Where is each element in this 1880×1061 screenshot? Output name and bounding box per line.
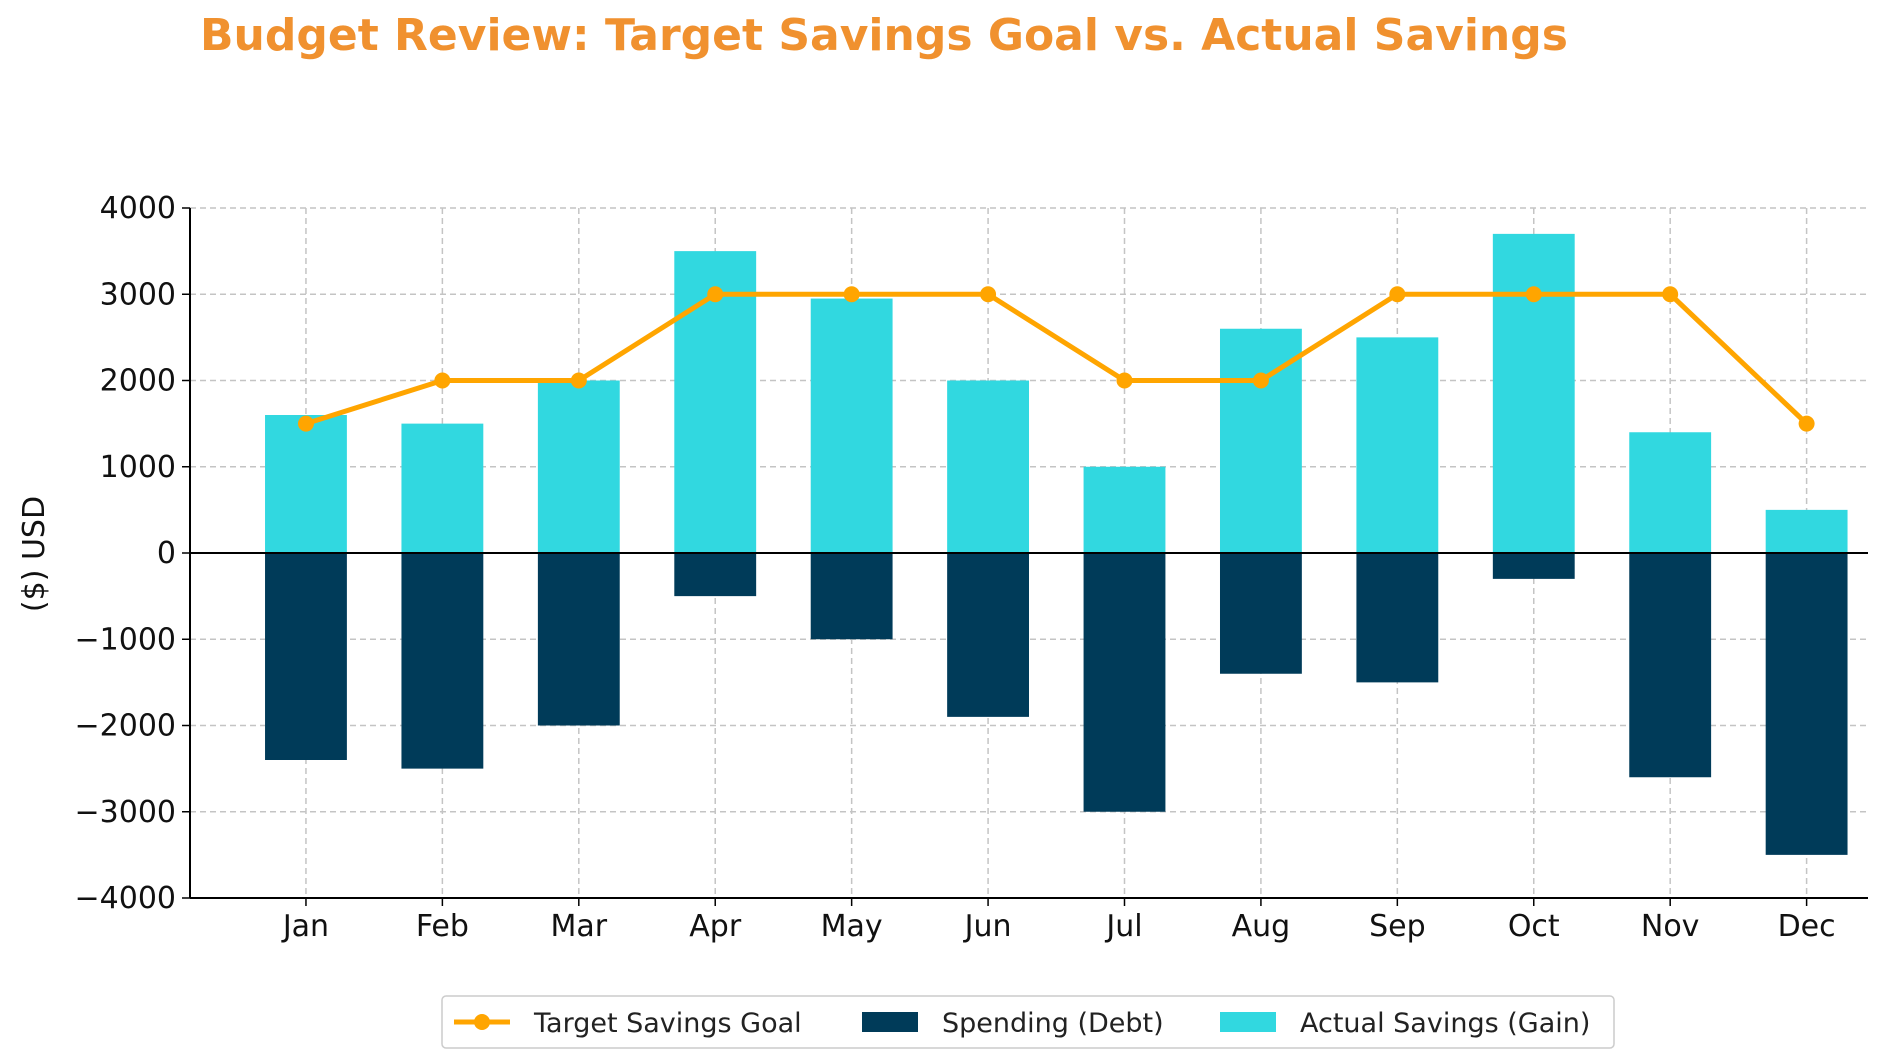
target-point bbox=[1525, 286, 1542, 303]
target-point bbox=[1389, 286, 1406, 303]
target-point bbox=[1252, 372, 1269, 389]
chart-title: Budget Review: Target Savings Goal vs. A… bbox=[200, 10, 1568, 61]
legend-swatch bbox=[1220, 1012, 1276, 1032]
y-tick-label: 0 bbox=[157, 536, 176, 571]
legend-swatch bbox=[862, 1012, 918, 1032]
bar bbox=[810, 553, 893, 640]
y-tick-labels: −4000 −3000 −2000 −1000 0 1000 2000 3000 4000 bbox=[75, 191, 176, 916]
bar bbox=[810, 298, 893, 553]
target-point bbox=[1798, 415, 1815, 432]
x-tick-label: Jun bbox=[963, 909, 1012, 944]
x-tick-label: Jan bbox=[281, 909, 329, 944]
x-tick-label: Oct bbox=[1508, 909, 1560, 944]
y-tick-label: −3000 bbox=[75, 795, 176, 830]
legend-swatch-marker bbox=[474, 1014, 490, 1030]
y-tick-label: −2000 bbox=[75, 709, 176, 744]
bar bbox=[537, 380, 620, 553]
bar bbox=[1765, 553, 1848, 855]
target-line-series bbox=[297, 286, 1815, 432]
legend-label: Actual Savings (Gain) bbox=[1300, 1008, 1590, 1039]
x-tick-label: Dec bbox=[1778, 909, 1836, 944]
target-point bbox=[570, 372, 587, 389]
legend: Target Savings Goal Spending (Debt) Actual… bbox=[441, 995, 1615, 1049]
bar bbox=[947, 553, 1029, 717]
x-tick-label: Jul bbox=[1104, 909, 1142, 944]
bar bbox=[674, 553, 757, 597]
x-tick-label: Feb bbox=[416, 909, 469, 944]
x-tick-label: Nov bbox=[1641, 909, 1700, 944]
bars bbox=[265, 233, 1848, 855]
bar bbox=[1765, 509, 1848, 553]
target-point bbox=[297, 415, 314, 432]
bar bbox=[537, 553, 620, 726]
x-tick-label: May bbox=[821, 909, 883, 944]
axes bbox=[182, 207, 1868, 906]
bar bbox=[265, 415, 347, 553]
y-tick-label: 4000 bbox=[100, 191, 176, 226]
target-point bbox=[843, 286, 860, 303]
legend-label: Target Savings Goal bbox=[533, 1008, 802, 1039]
bar bbox=[1492, 233, 1575, 553]
y-tick-label: −1000 bbox=[75, 622, 176, 657]
bar bbox=[401, 423, 484, 553]
x-tick-labels: Jan Feb Mar Apr May Jun Jul Aug Sep Oct Nov Dec bbox=[281, 909, 1836, 944]
bar bbox=[1629, 432, 1712, 553]
bar bbox=[401, 553, 484, 769]
x-tick-label: Apr bbox=[689, 909, 742, 944]
bar bbox=[1356, 337, 1439, 553]
y-tick-label: −4000 bbox=[75, 881, 176, 916]
y-tick-label: 1000 bbox=[100, 450, 176, 485]
y-axis-title: ($) USD bbox=[17, 496, 52, 612]
target-line bbox=[305, 291, 1809, 427]
bar bbox=[1219, 553, 1302, 674]
bar bbox=[1083, 553, 1166, 812]
target-point bbox=[980, 286, 997, 303]
y-tick-label: 2000 bbox=[100, 364, 176, 399]
legend-label: Spending (Debt) bbox=[942, 1008, 1164, 1039]
x-tick-label: Mar bbox=[551, 909, 608, 944]
target-point bbox=[1662, 286, 1679, 303]
bar bbox=[947, 380, 1029, 553]
target-point bbox=[707, 286, 724, 303]
x-tick-label: Aug bbox=[1232, 909, 1291, 944]
bar bbox=[1629, 553, 1712, 778]
bar bbox=[1492, 553, 1575, 579]
legend-box bbox=[441, 995, 1615, 1049]
y-tick-label: 3000 bbox=[100, 277, 176, 312]
target-point bbox=[1116, 372, 1133, 389]
bar bbox=[1083, 466, 1166, 553]
bar bbox=[265, 553, 347, 760]
bar bbox=[1356, 553, 1439, 683]
target-point bbox=[434, 372, 451, 389]
x-tick-label: Sep bbox=[1369, 909, 1426, 944]
